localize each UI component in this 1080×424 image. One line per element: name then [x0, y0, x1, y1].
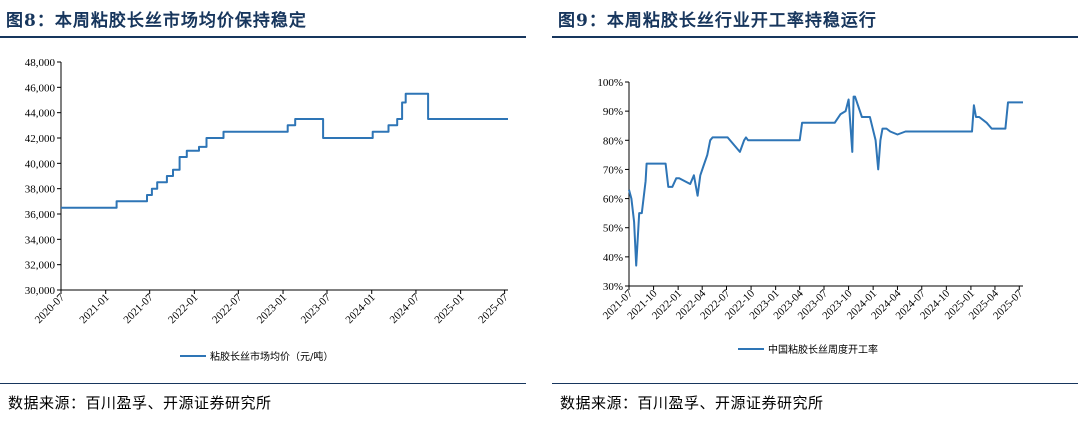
utilization-chart-y-tick-label: 50%: [603, 223, 623, 235]
utilization-chart-y-tick-label: 80%: [603, 135, 623, 147]
utilization-chart-y-tick-label: 100%: [597, 77, 623, 89]
figure-9-panel: 图9：本周粘胶长丝行业开工率持稳运行 30% 40% 50% 60% 70% 80% 90%…: [552, 0, 1080, 424]
price-chart-x-tick-label: 2022-07: [210, 291, 245, 326]
utilization-chart-legend-label: 中国粘胶长丝周度开工率: [768, 343, 878, 356]
price-line-chart: 30,000 32,000 34,000 36,000 38,000 40,000 42,0…: [25, 57, 511, 363]
figure-9-top-rule: [552, 36, 1078, 38]
figure-8-panel: 图8：本周粘胶长丝市场均价保持稳定 30,000 32,000 34,000 36,0…: [0, 0, 528, 424]
price-chart-x-tick-label: 2025-01: [432, 292, 466, 326]
utilization-chart-y-tick-label: 40%: [603, 252, 623, 264]
price-chart-y-tick-label: 34,000: [25, 234, 56, 246]
price-chart-legend-label: 粘胶长丝市场均价（元/吨）: [210, 350, 333, 363]
figure-8-source: 数据来源：百川盈孚、开源证券研究所: [8, 394, 272, 412]
figure-9-bottom-rule: [552, 383, 1078, 384]
utilization-chart-y-tick-label: 90%: [603, 106, 623, 118]
utilization-chart-series-line: [628, 95, 1023, 267]
price-chart-y-tick-label: 32,000: [25, 260, 56, 272]
price-chart-y-tick-label: 40,000: [25, 158, 56, 170]
price-chart-x-tick-label: 2021-01: [77, 292, 111, 326]
utilization-line-chart: 30%40%50%60%70%80%90%100%2021-072021-102…: [597, 77, 1025, 356]
figure-8-top-rule: [0, 36, 526, 38]
price-chart-x-tick-label: 2024-01: [343, 292, 377, 326]
figure-9-title: 图9：本周粘胶长丝行业开工率持稳运行: [558, 11, 877, 31]
price-chart-y-tick-label: 38,000: [25, 184, 56, 196]
price-chart-y-tick-label: 30,000: [25, 285, 56, 297]
figure-8-bottom-rule: [0, 383, 526, 384]
utilization-chart-y-tick-label: 30%: [603, 281, 623, 293]
price-chart-y-tick-label: 36,000: [25, 209, 56, 221]
price-chart-y-tick-label: 44,000: [25, 108, 56, 120]
price-chart-x-tick-label: 2023-07: [299, 291, 334, 326]
price-chart-x-tick-label: 2025-07: [476, 291, 511, 326]
price-chart-series-line: [61, 92, 508, 209]
price-chart-y-tick-label: 48,000: [25, 57, 56, 69]
utilization-chart-y-tick-label: 70%: [603, 164, 623, 176]
price-chart-x-tick-label: 2021-07: [121, 291, 156, 326]
utilization-chart-y-tick-label: 60%: [603, 194, 623, 206]
price-chart-y-tick-label: 46,000: [25, 82, 56, 94]
price-chart-x-tick-label: 2024-07: [388, 291, 423, 326]
price-chart-x-tick-label: 2023-01: [255, 292, 289, 326]
price-chart-y-tick-label: 42,000: [25, 133, 56, 145]
price-chart-x-tick-label: 2022-01: [166, 292, 200, 326]
figure-8-title: 图8：本周粘胶长丝市场均价保持稳定: [6, 11, 307, 31]
figure-9-source: 数据来源：百川盈孚、开源证券研究所: [560, 394, 824, 412]
